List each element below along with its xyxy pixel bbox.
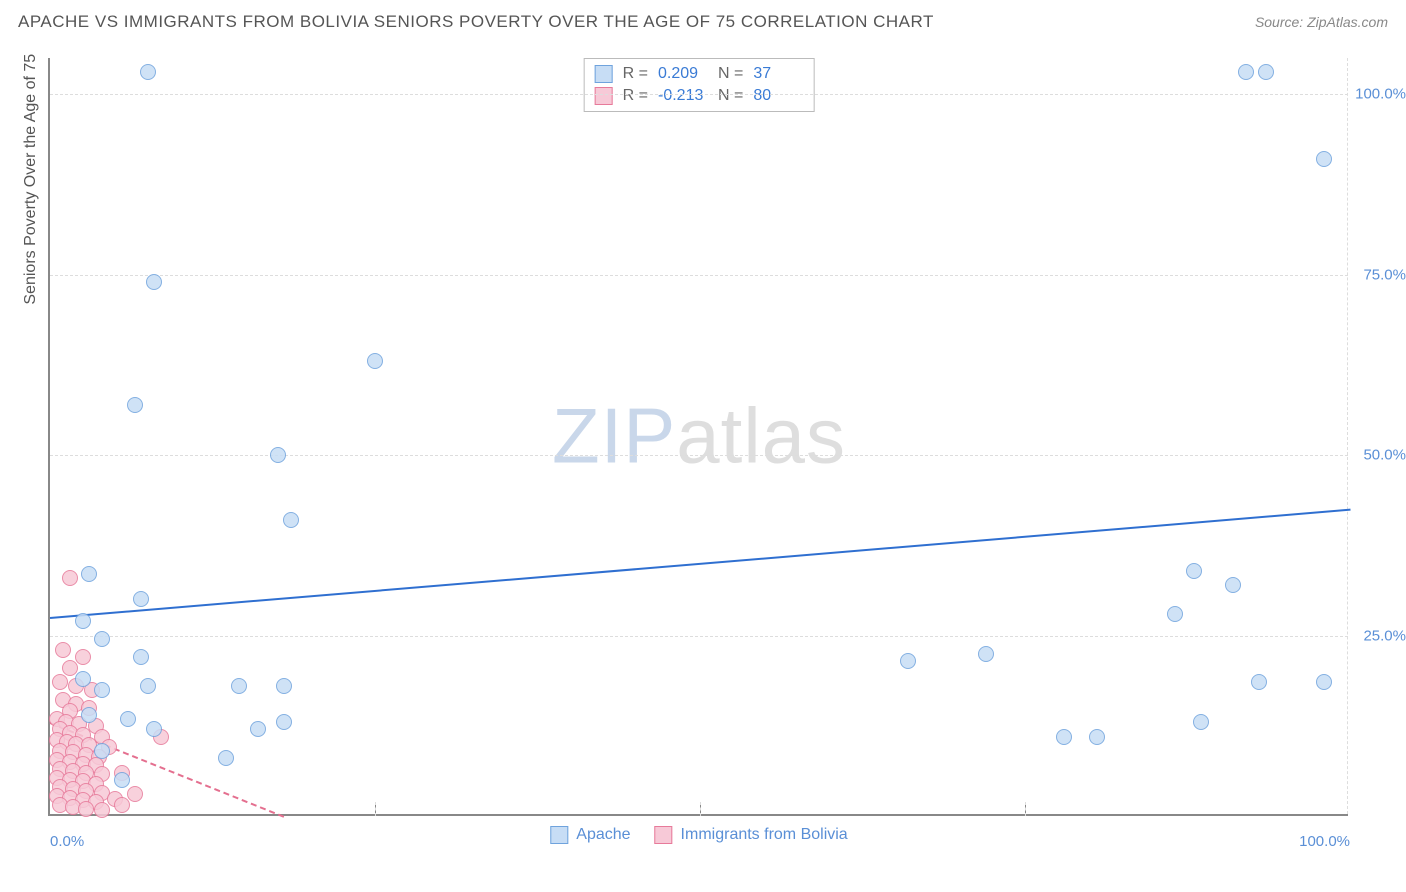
r-label: R = (623, 87, 648, 105)
xtick-label: 100.0% (1299, 833, 1350, 850)
data-point (140, 678, 156, 694)
data-point (283, 512, 299, 528)
data-point (231, 678, 247, 694)
data-point (120, 711, 136, 727)
data-point (276, 714, 292, 730)
swatch-bolivia (595, 87, 613, 105)
data-point (62, 570, 78, 586)
data-point (127, 786, 143, 802)
scatter-plot-area: ZIPatlas R = 0.209 N = 37 R = -0.213 N =… (48, 58, 1348, 816)
data-point (1056, 729, 1072, 745)
data-point (114, 797, 130, 813)
correlation-stats-legend: R = 0.209 N = 37 R = -0.213 N = 80 (584, 58, 815, 112)
data-point (52, 674, 68, 690)
legend-label-bolivia: Immigrants from Bolivia (681, 826, 848, 844)
y-axis-title: Seniors Poverty Over the Age of 75 (22, 54, 40, 305)
data-point (146, 721, 162, 737)
data-point (1238, 64, 1254, 80)
watermark-text: ZIPatlas (552, 391, 846, 482)
swatch-apache (595, 65, 613, 83)
stats-row-bolivia: R = -0.213 N = 80 (595, 85, 804, 107)
data-point (270, 447, 286, 463)
ytick-label: 25.0% (1350, 627, 1406, 644)
data-point (1089, 729, 1105, 745)
data-point (1316, 151, 1332, 167)
ytick-label: 75.0% (1350, 266, 1406, 283)
data-point (1225, 577, 1241, 593)
swatch-bolivia (655, 826, 673, 844)
data-point (133, 591, 149, 607)
trend-line (50, 509, 1350, 619)
r-value-apache: 0.209 (658, 65, 708, 83)
gridline-h (50, 636, 1348, 637)
r-label: R = (623, 65, 648, 83)
data-point (367, 353, 383, 369)
data-point (133, 649, 149, 665)
data-point (978, 646, 994, 662)
data-point (900, 653, 916, 669)
swatch-apache (550, 826, 568, 844)
gridline-h (50, 275, 1348, 276)
data-point (1251, 674, 1267, 690)
xtick-label: 0.0% (50, 833, 84, 850)
r-value-bolivia: -0.213 (658, 87, 708, 105)
data-point (94, 802, 110, 818)
data-point (140, 64, 156, 80)
data-point (78, 801, 94, 817)
data-point (1193, 714, 1209, 730)
data-point (94, 631, 110, 647)
source-attribution: Source: ZipAtlas.com (1255, 14, 1388, 30)
series-legend: Apache Immigrants from Bolivia (550, 826, 847, 844)
n-value-apache: 37 (753, 65, 803, 83)
data-point (250, 721, 266, 737)
legend-label-apache: Apache (576, 826, 630, 844)
data-point (218, 750, 234, 766)
gridline-h (50, 94, 1348, 95)
n-label: N = (718, 87, 743, 105)
data-point (276, 678, 292, 694)
data-point (94, 682, 110, 698)
data-point (146, 274, 162, 290)
data-point (75, 613, 91, 629)
gridline-h (50, 455, 1348, 456)
data-point (75, 671, 91, 687)
data-point (1316, 674, 1332, 690)
n-label: N = (718, 65, 743, 83)
data-point (94, 743, 110, 759)
data-point (1258, 64, 1274, 80)
data-point (75, 649, 91, 665)
n-value-bolivia: 80 (753, 87, 803, 105)
data-point (55, 642, 71, 658)
stats-row-apache: R = 0.209 N = 37 (595, 63, 804, 85)
legend-item-apache: Apache (550, 826, 630, 844)
data-point (1167, 606, 1183, 622)
data-point (81, 707, 97, 723)
ytick-label: 50.0% (1350, 447, 1406, 464)
legend-item-bolivia: Immigrants from Bolivia (655, 826, 848, 844)
data-point (1186, 563, 1202, 579)
chart-title: APACHE VS IMMIGRANTS FROM BOLIVIA SENIOR… (18, 12, 934, 32)
ytick-label: 100.0% (1350, 86, 1406, 103)
data-point (114, 772, 130, 788)
data-point (81, 566, 97, 582)
data-point (127, 397, 143, 413)
